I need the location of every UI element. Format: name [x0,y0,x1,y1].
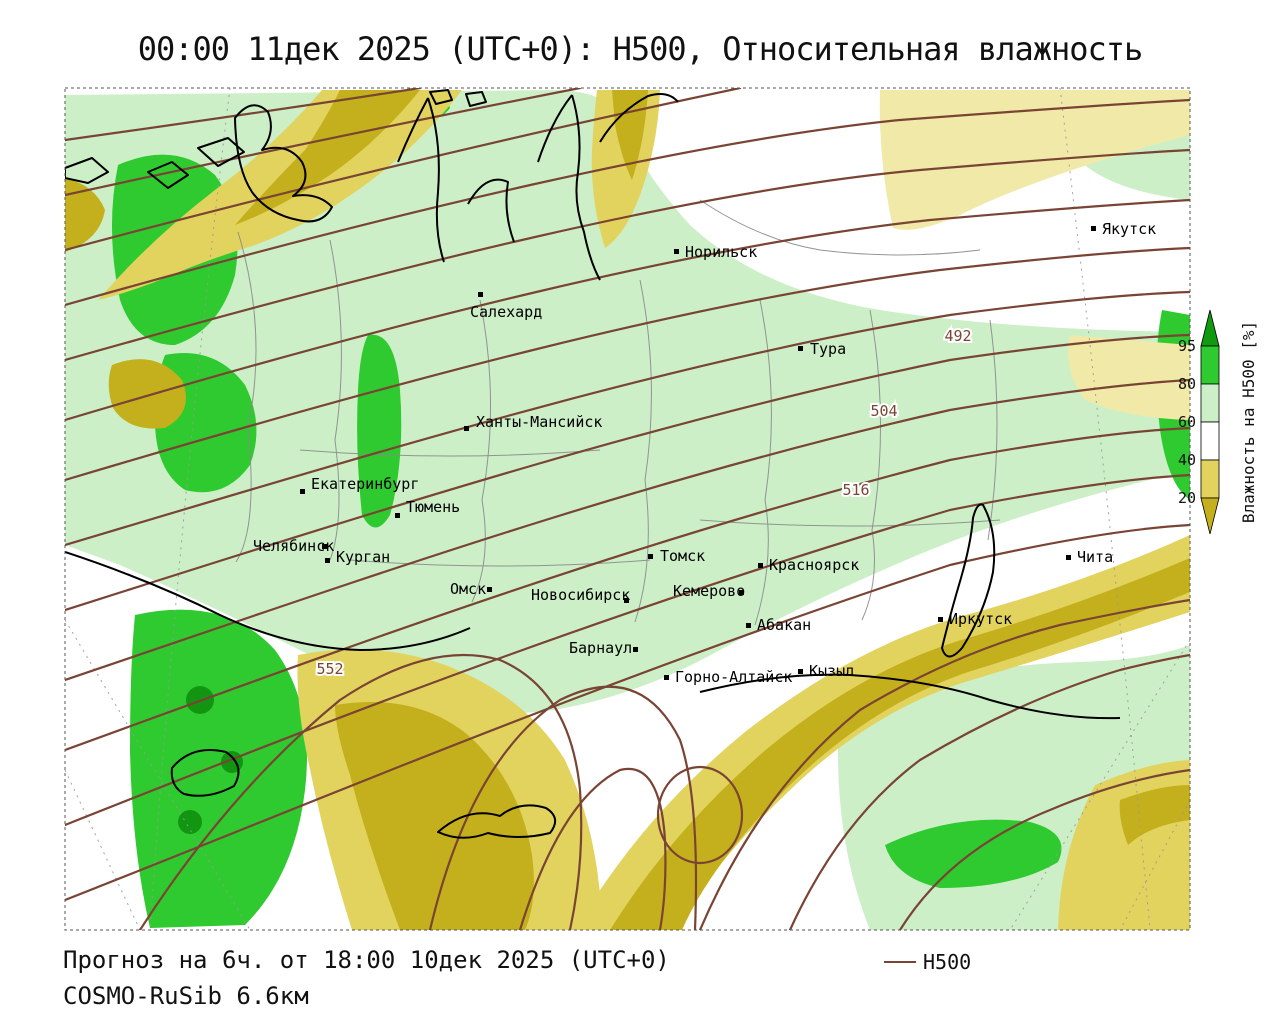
map-frame [64,87,1191,931]
colorbar-title: Влажность на H500 [%] [1239,321,1258,523]
city-label: Красноярск [769,556,859,574]
region-borders [235,199,1001,626]
city-marker [648,554,653,559]
colorbar-segment-bottom [1200,497,1220,535]
city-marker [1066,555,1071,560]
city-label: Чита [1077,548,1113,566]
colorbar-segment [1200,459,1220,499]
contour-value-label: 552 [316,660,343,678]
city-label: Якутск [1102,220,1156,238]
city-marker [739,590,744,595]
city-marker [746,623,751,628]
city-layer: Якутск Норильск Салехард Тура Ханты-Мансийск… [253,220,1156,686]
city-label: Тура [810,340,846,358]
city-label: Горно-Алтайск [675,668,792,686]
city-label: Норильск [685,243,757,261]
city-marker [300,489,305,494]
map-title: 00:00 11дек 2025 (UTC+0): H500, Относите… [137,30,1144,68]
city-label: Абакан [757,616,811,634]
contour-value-label: 516 [842,481,869,499]
contour-value-label: 504 [870,402,897,420]
city-label: Барнаул [569,639,632,657]
colorbar-segment [1200,421,1220,461]
city-marker [395,513,400,518]
colorbar-tick-label: 95 [1178,337,1196,355]
colorbar-tick-label: 80 [1178,375,1196,393]
colorbar-segment-top [1200,309,1220,347]
h500-line-legend: H500 [884,950,971,974]
h500-line-label: H500 [923,950,972,974]
city-label: Кызыл [809,662,854,680]
colorbar-tick-label: 20 [1178,489,1196,507]
city-marker [325,558,330,563]
colorbar-segment [1200,383,1220,423]
colorbar-tick-label: 40 [1178,451,1196,469]
city-marker [1091,226,1096,231]
city-marker [938,617,943,622]
humidity-colorbar: 95 80 60 40 20 [1178,309,1220,535]
city-marker [464,426,469,431]
geography-layer [65,89,1121,839]
city-marker [758,563,763,568]
city-marker [633,647,638,652]
model-info: COSMO-RuSib 6.6км [63,982,309,1010]
h500-contours [65,88,1190,930]
city-marker [798,346,803,351]
city-label: Кемерово [673,582,745,600]
city-marker [664,675,669,680]
contour-label-layer: 492 504 516 552 [314,325,973,680]
colorbar-tick-label: 60 [1178,413,1196,431]
city-label: Тюмень [406,498,460,516]
forecast-info: Прогноз на 6ч. от 18:00 10дек 2025 (UTC+… [63,946,670,974]
city-marker [478,292,483,297]
colorbar-segment [1200,345,1220,385]
humidity-fill-layer [65,88,1190,930]
city-label: Курган [336,548,390,566]
city-marker [322,544,327,549]
city-marker [798,669,803,674]
city-label: Омск [450,580,486,598]
city-label: Томск [660,547,705,565]
city-label: Екатеринбург [311,475,419,493]
city-marker [487,587,492,592]
city-marker [624,598,629,603]
city-label: Иркутск [949,610,1012,628]
city-label: Салехард [470,303,542,321]
city-marker [674,249,679,254]
contour-value-label: 492 [944,327,971,345]
h500-line-sample [884,961,916,963]
city-label: Челябинск [253,537,334,555]
city-label: Ханты-Мансийск [476,413,602,431]
city-label: Новосибирск [531,586,630,604]
